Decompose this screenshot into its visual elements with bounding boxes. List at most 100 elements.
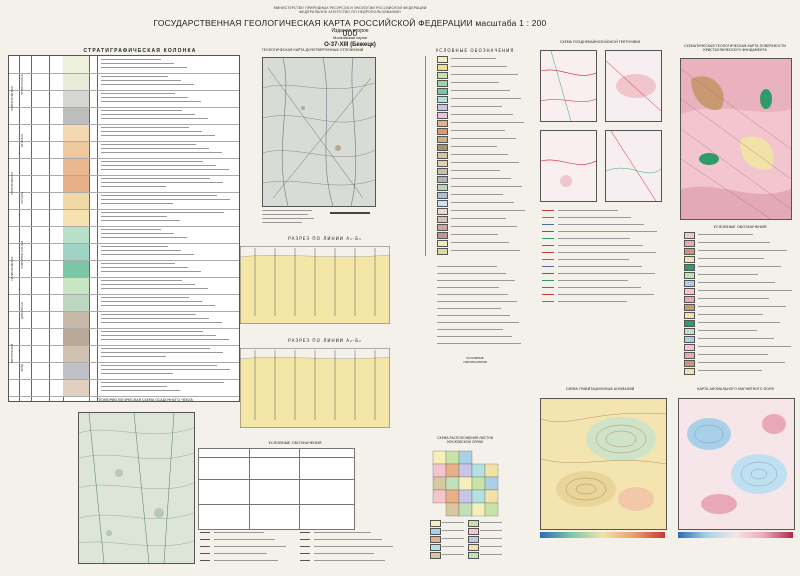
- legend-swatch: [437, 224, 448, 231]
- tectonic-legend-text: [558, 231, 657, 233]
- ministry-line: МИНИСТЕРСТВО ПРИРОДНЫХ РЕСУРСОВ И ЭКОЛОГ…: [273, 6, 427, 10]
- strat-description-line: [101, 118, 208, 120]
- strat-description-line: [101, 144, 196, 146]
- strat-description-line: [101, 186, 166, 188]
- legend-text-line: [451, 202, 514, 204]
- strat-stage-col: [31, 56, 50, 401]
- tectonic-legend-symbol: [542, 301, 554, 302]
- sheet-cell: [445, 476, 460, 491]
- strat-row: [9, 141, 239, 142]
- strat-lithology-cell: [63, 345, 89, 362]
- strat-description-line: [101, 182, 223, 184]
- legend-text-line: [451, 234, 498, 236]
- strat-description-line: [101, 135, 215, 137]
- tectonic-legend-symbol: [542, 217, 554, 218]
- basement-legend-text: [698, 266, 781, 268]
- sheets-legend-swatch: [430, 536, 441, 543]
- strat-description-line: [101, 284, 195, 286]
- basement-legend-swatch: [684, 240, 695, 247]
- legend-text-line: [451, 154, 508, 156]
- sheets-legend-swatch: [430, 552, 441, 559]
- basement-title: СХЕМАТИЧЕСКАЯ ГЕОЛОГИЧЕСКАЯ КАРТА ПОВЕРХ…: [684, 44, 786, 52]
- tectonic-legend-text: [558, 245, 643, 247]
- sheets-legend: [430, 520, 505, 565]
- section-legend-title: УСЛОВНЫЕ ОБОЗНАЧЕНИЯ: [463, 356, 487, 364]
- gravity-title: СХЕМА ГРАВИТАЦИОННЫХ АНОМАЛИЙ: [565, 387, 635, 391]
- edition-label: Издание второе: [331, 28, 369, 34]
- strat-lithology-cell: [63, 107, 89, 124]
- legend-text-line: [451, 114, 513, 116]
- legend-text-line: [451, 58, 496, 60]
- sheets-legend-swatch: [468, 552, 479, 559]
- bottom-legend-symbol: [300, 539, 310, 540]
- strat-system-label: ЮРСКАЯ: [21, 191, 24, 204]
- map-title: ГОСУДАРСТВЕННАЯ ГЕОЛОГИЧЕСКАЯ КАРТА РОСС…: [153, 18, 547, 38]
- bottom-legend-symbol: [200, 539, 210, 540]
- tectonic-legend-text: [558, 217, 631, 219]
- strat-description-line: [101, 365, 217, 367]
- strat-description-line: [101, 127, 189, 129]
- strat-lithology-cell: [63, 294, 89, 311]
- basement-legend-swatch: [684, 360, 695, 367]
- sheets-legend-swatch: [430, 528, 441, 535]
- bottom-legend-text: [314, 546, 393, 548]
- basement-legend-text: [698, 258, 764, 260]
- strat-description-line: [101, 356, 166, 358]
- strat-row: [9, 124, 239, 125]
- basement-map-drawing: [681, 59, 791, 219]
- strat-lithology-cell: [63, 243, 89, 260]
- strat-lithology-cell: [63, 226, 89, 243]
- tectonic-legend-symbol: [542, 231, 554, 232]
- legend-text-line: [451, 106, 502, 108]
- basement-legend-title: УСЛОВНЫЕ ОБОЗНАЧЕНИЯ: [713, 224, 767, 229]
- gravity-color-scale: [540, 532, 665, 538]
- legend-swatch: [437, 56, 448, 63]
- strat-description-line: [101, 322, 222, 324]
- strat-description-line: [101, 254, 194, 256]
- strat-description-line: [101, 390, 180, 392]
- bottom-legend-title: УСЛОВНЫЕ ОБОЗНАЧЕНИЯ: [268, 440, 322, 445]
- sheets-legend-swatch: [468, 520, 479, 527]
- tectonic-legend-symbol: [542, 252, 554, 253]
- strat-description-line: [101, 263, 175, 265]
- strat-lithology-cell: [63, 209, 89, 226]
- section-1-title: РАЗРЕЗ ПО ЛИНИИ А₁-Б₁: [288, 236, 362, 241]
- legend-swatch: [437, 96, 448, 103]
- bottom-legend-symbol: [200, 560, 210, 561]
- strat-description-line: [101, 288, 208, 290]
- basement-legend-text: [698, 306, 786, 308]
- legend-symbol-line: [437, 336, 512, 338]
- basement-legend-swatch: [684, 248, 695, 255]
- structural-map-drawing: [79, 413, 194, 563]
- section-2-title: РАЗРЕЗ ПО ЛИНИИ А₂-Б₂: [288, 338, 362, 343]
- sheet-cell: [432, 450, 447, 465]
- legend-swatch: [437, 104, 448, 111]
- strat-column-title: СТРАТИГРАФИЧЕСКАЯ КОЛОНКА: [83, 48, 197, 54]
- geologic-map: [262, 57, 376, 207]
- legend-text-line: [451, 130, 505, 132]
- strat-system-label: КАМЕННОУГОЛЬНАЯ: [21, 240, 24, 269]
- tectonic-map-b-drawing: [606, 60, 661, 112]
- basement-legend-swatch: [684, 320, 695, 327]
- sheets-legend-swatch: [468, 528, 479, 535]
- tectonic-legend-symbol: [542, 259, 554, 260]
- bottom-legend-text: [214, 532, 264, 534]
- sheets-legend-text: [442, 522, 464, 524]
- strat-description-line: [101, 76, 168, 78]
- section-frame: [240, 348, 390, 428]
- tectonic-legend-symbol: [542, 210, 554, 211]
- sheet-cell: [458, 502, 473, 517]
- tectonic-legend-text: [558, 273, 655, 275]
- strat-description-line: [101, 165, 216, 167]
- strat-row: [9, 328, 239, 329]
- strat-description-line: [101, 305, 215, 307]
- basement-legend-swatch: [684, 264, 695, 271]
- legend-text-line: [451, 82, 499, 84]
- tectonic-map-a-drawing: [541, 51, 596, 121]
- tectonic-legend-text: [558, 238, 630, 240]
- strat-description-line: [101, 110, 182, 112]
- bottom-legend-symbol: [200, 546, 210, 547]
- tectonic-legend-text: [558, 259, 629, 261]
- strat-description-line: [101, 233, 174, 235]
- basement-legend-swatch: [684, 328, 695, 335]
